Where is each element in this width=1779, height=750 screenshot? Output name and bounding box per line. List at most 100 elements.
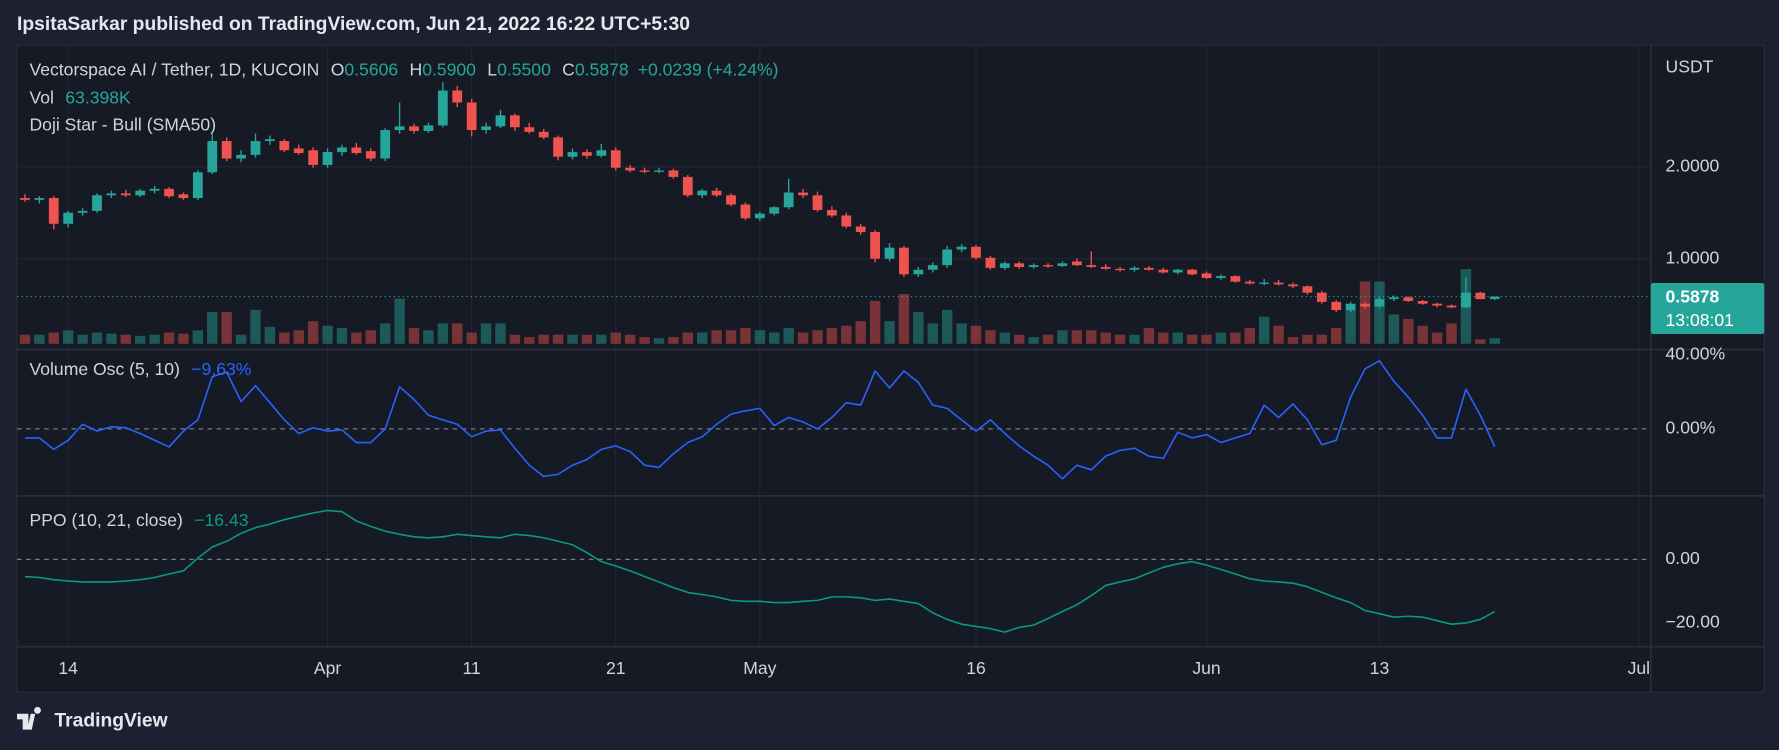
volume-bar [1302, 334, 1313, 344]
bar-countdown: 13:08:01 [1666, 310, 1734, 330]
volume-name: Vol [29, 87, 53, 107]
candle-body [221, 141, 232, 159]
volume-bar [639, 337, 650, 344]
candle-body [1187, 269, 1198, 275]
volume-bar [250, 309, 261, 344]
candle-body [985, 257, 996, 268]
candle-body [192, 172, 203, 199]
marks [17, 82, 1651, 633]
volume-bar [1446, 323, 1457, 344]
volume-bar [135, 335, 146, 344]
candle-body [956, 246, 967, 250]
ohlc-value: 0.5900 [422, 59, 476, 79]
candle-body [769, 207, 780, 214]
volume-bar [423, 330, 434, 344]
candle-body [48, 198, 59, 224]
volume-bar [769, 332, 780, 344]
candle-body [265, 139, 275, 142]
candle-body [812, 195, 823, 210]
volume-bar [1158, 332, 1169, 344]
candle-body [92, 195, 102, 211]
candle-body [639, 170, 650, 172]
volume-bar [365, 330, 376, 344]
volume-bar [1230, 332, 1241, 344]
volume-bar [1186, 334, 1198, 344]
x-tick-label: 21 [606, 658, 626, 678]
volume-bar [1086, 330, 1097, 344]
candle-body [466, 102, 477, 131]
volume-bar [1100, 332, 1111, 344]
grid [17, 45, 1651, 647]
volume-bar [1028, 337, 1039, 344]
volume-bar [192, 330, 204, 344]
brand-logo: TradingView [17, 706, 169, 732]
volume-bar [1287, 337, 1299, 344]
volume-bar [1172, 332, 1183, 344]
volume-bar [970, 325, 982, 344]
ppo-name: PPO (10, 21, close) [29, 509, 182, 529]
candle-body [827, 209, 837, 216]
volume-bar [1071, 330, 1083, 344]
indicator-line [24, 360, 1496, 480]
candle-body [149, 188, 160, 191]
ohlc-key: C [562, 59, 575, 79]
volume-bar [207, 312, 218, 344]
candle-body [452, 90, 463, 103]
candle-body [279, 141, 290, 151]
x-tick-label: Jun [1192, 658, 1220, 678]
volume-bar [884, 321, 895, 344]
candle-body [971, 246, 981, 258]
volume-bar [999, 332, 1011, 344]
candle-body [1388, 297, 1399, 300]
candle-body [77, 210, 88, 213]
candle-body [610, 150, 621, 168]
candle-body [1043, 265, 1053, 267]
candle-body [754, 213, 765, 219]
candle-body [63, 212, 74, 224]
volume-bar [163, 332, 175, 344]
candle-body [899, 247, 909, 275]
candle-body [1014, 263, 1025, 267]
ppo-legend: PPO (10, 21, close) −16.43 [29, 509, 248, 529]
candle-body [1432, 303, 1442, 306]
volume-value: 63.398K [65, 87, 131, 107]
volume-bar [264, 326, 276, 344]
time-axis: 14 Apr 11 21 May 16 Jun 13 Jul [58, 658, 1650, 678]
candle-body [1028, 265, 1039, 267]
volume-bar [1417, 325, 1428, 344]
volume-bar [466, 332, 477, 344]
ohlc-value: 0.5500 [497, 59, 551, 79]
candle-body [437, 90, 448, 126]
ohlc-value: 0.5606 [344, 59, 398, 79]
candle-body [1230, 276, 1241, 282]
x-tick-label: 14 [58, 658, 78, 678]
volume-bar [855, 321, 866, 344]
volume-bar [1403, 318, 1414, 344]
candle-body [164, 188, 174, 197]
volume-bar [725, 330, 737, 344]
volume-bar [581, 334, 593, 344]
volume-bar [783, 327, 794, 344]
y-tick-label: 2.0000 [1666, 155, 1720, 175]
currency: USDT [1666, 57, 1714, 77]
volume-bar [509, 334, 521, 344]
logo-mark [17, 706, 41, 730]
volume-bar [322, 325, 333, 344]
candle-body [726, 195, 736, 205]
candle-body [596, 150, 607, 156]
candle-body [654, 170, 664, 172]
candle-body [1302, 286, 1313, 293]
y-tick-label: 0.00% [1666, 418, 1716, 438]
candle-body [1316, 292, 1327, 302]
candle-body [236, 154, 246, 159]
volume-bar [941, 309, 953, 344]
candle-body [337, 147, 347, 153]
candle-body [1403, 297, 1414, 301]
volume-bar [596, 334, 607, 344]
volume-bar [1114, 334, 1126, 344]
candle-body [1100, 266, 1111, 269]
candle-body [538, 131, 549, 138]
volume-bar [495, 323, 506, 344]
volume-bar [1273, 325, 1284, 344]
